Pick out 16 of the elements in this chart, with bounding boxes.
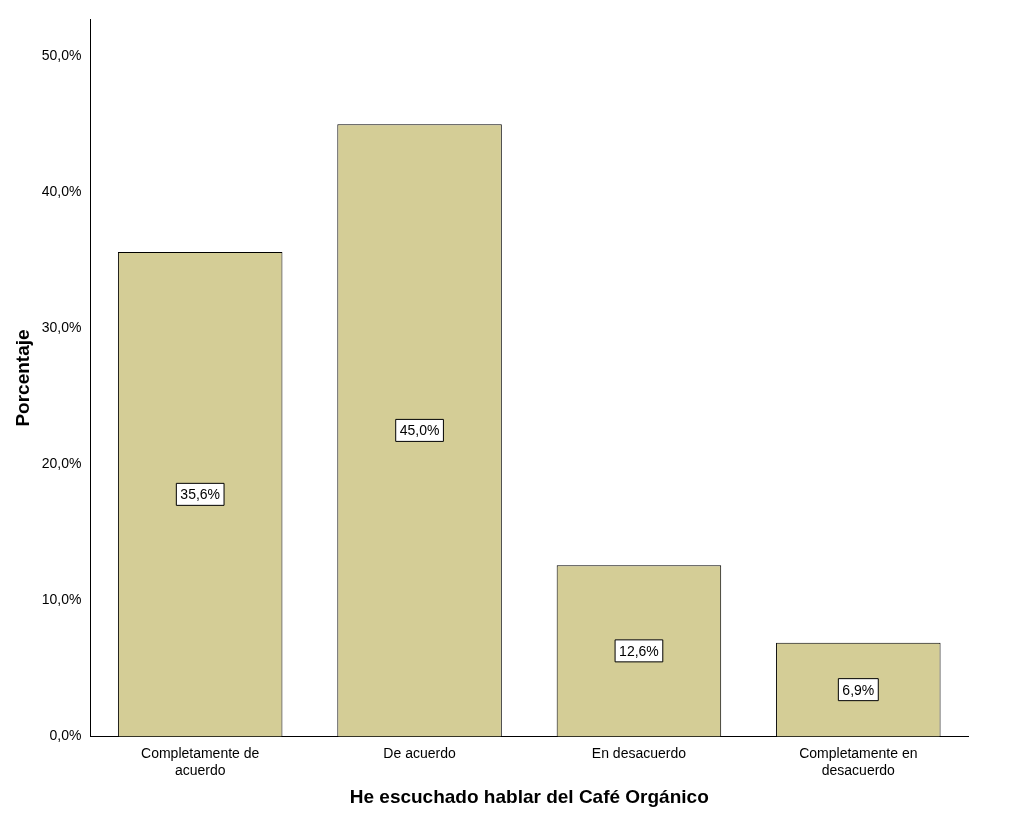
x-axis-title: He escuchado hablar del Café Orgánico [349,785,709,807]
y-tick-label: 20,0% [41,455,82,472]
y-tick-label: 10,0% [41,591,82,608]
y-tick-label: 0,0% [49,727,82,744]
y-tick-label: 30,0% [41,319,82,336]
data-label: 6,9% [842,681,875,698]
y-axis-title: Porcentaje [11,329,33,427]
data-label: 12,6% [619,642,659,659]
x-tick-label: En desacuerdo [591,744,687,761]
x-tick-label: De acuerdo [383,744,456,761]
x-tick-label: Completamente de acuerdo [141,744,260,778]
x-tick-label: Completamente en desacuerdo [799,744,918,778]
y-tick-label: 40,0% [41,183,82,200]
y-tick-label: 50,0% [41,47,82,63]
data-label: 35,6% [180,486,221,503]
data-label: 45,0% [399,422,440,439]
